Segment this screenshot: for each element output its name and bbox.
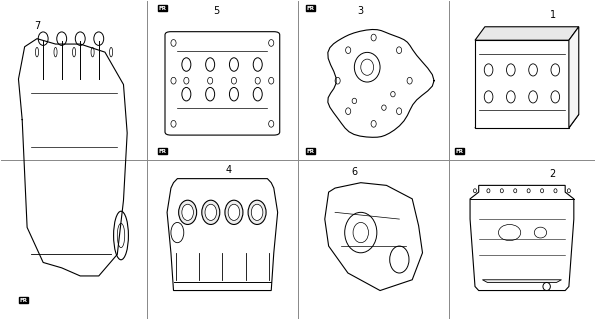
Text: 5: 5	[213, 6, 219, 16]
Text: FR: FR	[455, 149, 463, 154]
Ellipse shape	[182, 204, 194, 220]
Text: 7: 7	[34, 20, 40, 31]
Polygon shape	[482, 280, 561, 283]
Text: FR: FR	[159, 149, 167, 154]
Text: FR: FR	[159, 6, 167, 11]
Ellipse shape	[225, 200, 243, 224]
Text: FR: FR	[19, 298, 27, 303]
Ellipse shape	[179, 200, 197, 224]
Ellipse shape	[202, 200, 220, 224]
Polygon shape	[470, 185, 574, 291]
Text: FR: FR	[307, 6, 315, 11]
Polygon shape	[167, 179, 278, 291]
Polygon shape	[325, 183, 423, 291]
Text: 4: 4	[226, 164, 232, 175]
Polygon shape	[475, 27, 579, 40]
Ellipse shape	[228, 204, 240, 220]
Text: 3: 3	[358, 6, 364, 16]
Text: 6: 6	[351, 167, 358, 177]
Ellipse shape	[248, 200, 266, 224]
Ellipse shape	[205, 204, 216, 220]
Polygon shape	[475, 114, 579, 128]
Polygon shape	[475, 40, 569, 128]
Text: 1: 1	[550, 10, 556, 20]
Text: FR: FR	[307, 149, 315, 154]
Polygon shape	[569, 27, 579, 128]
Text: 2: 2	[550, 169, 556, 179]
Ellipse shape	[252, 204, 263, 220]
